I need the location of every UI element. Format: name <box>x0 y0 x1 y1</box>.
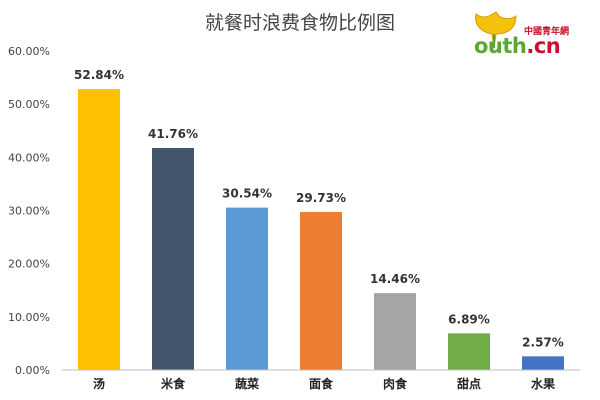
y-tick-label: 60.00% <box>8 45 50 58</box>
y-tick-label: 40.00% <box>8 151 50 164</box>
bar <box>522 356 564 370</box>
data-label: 2.57% <box>522 335 564 349</box>
bar <box>448 333 490 370</box>
logo-english-text: outh.cn <box>474 34 561 58</box>
x-tick-label: 肉食 <box>383 376 408 391</box>
data-label: 29.73% <box>296 191 346 205</box>
y-axis: 0.00% 10.00% 20.00% 30.00% 40.00% 50.00% 60.00… <box>8 45 50 377</box>
youth-cn-logo: 中國青年網 outh.cn <box>468 10 594 62</box>
x-tick-label: 甜点 <box>457 376 481 391</box>
bar <box>374 293 416 370</box>
chart-title: 就餐时浪费食物比例图 <box>204 12 395 34</box>
ginkgo-leaf-icon <box>475 11 517 49</box>
x-tick-label: 面食 <box>309 376 334 391</box>
data-label: 30.54% <box>222 187 272 201</box>
bar <box>226 207 268 370</box>
y-tick-label: 20.00% <box>8 258 50 271</box>
y-tick-label: 50.00% <box>8 98 50 111</box>
y-tick-label: 0.00% <box>15 364 50 377</box>
data-label: 6.89% <box>448 312 490 326</box>
x-tick-label: 水果 <box>531 376 555 391</box>
logo-en-suffix: .cn <box>526 34 561 58</box>
logo-en-prefix: outh <box>474 34 527 58</box>
bar <box>300 211 342 370</box>
logo-chinese-text: 中國青年網 <box>524 27 570 37</box>
x-tick-label: 米食 <box>161 376 186 391</box>
data-label: 52.84% <box>74 68 124 82</box>
x-tick-label: 汤 <box>93 377 105 391</box>
y-tick-label: 10.00% <box>8 311 50 324</box>
y-tick-label: 30.00% <box>8 205 50 218</box>
bar <box>78 89 120 371</box>
x-tick-label: 蔬菜 <box>235 376 259 391</box>
data-label: 41.76% <box>148 127 198 141</box>
bar <box>152 147 194 370</box>
data-label: 14.46% <box>370 272 420 286</box>
x-axis: 汤 米食 蔬菜 面食 肉食 甜点 水果 <box>62 369 580 391</box>
bars-group: 52.84% 41.76% 30.54% 29.73% 14.46% 6.89% 2.57% <box>74 68 564 371</box>
